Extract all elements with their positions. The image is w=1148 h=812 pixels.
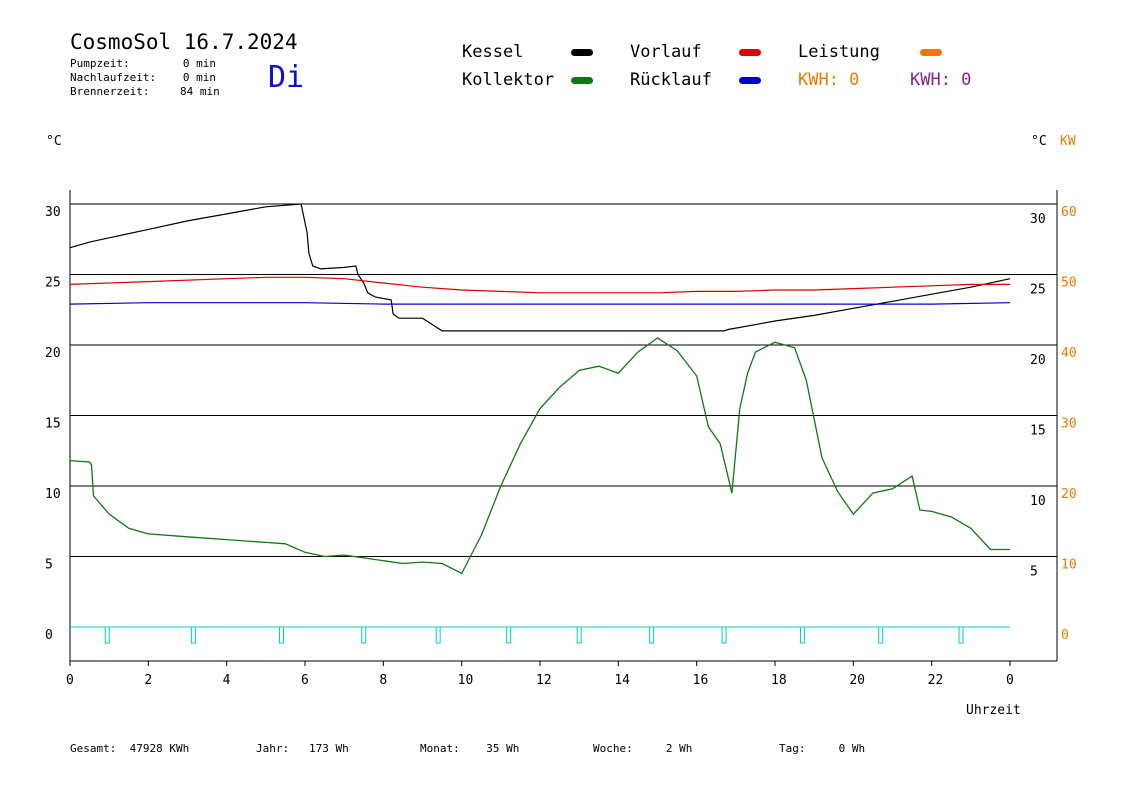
- y-tick-label-right-kw: 50: [1061, 276, 1077, 291]
- x-tick-label: 22: [928, 673, 944, 688]
- x-tick-label: 12: [536, 673, 552, 688]
- footer-woche-label: Woche:: [593, 742, 633, 755]
- x-tick-label: 18: [771, 673, 787, 688]
- footer-gesamt: Gesamt: 47928 KWh: [70, 742, 189, 755]
- series-vorlauf: [69, 276, 1010, 294]
- legend-ruecklauf-swatch: [739, 77, 761, 84]
- chart-axes: [69, 190, 1058, 666]
- pump-pulse: [576, 626, 582, 644]
- x-tick-label: 8: [379, 673, 387, 688]
- y-tick-label-left: 10: [45, 487, 61, 502]
- right-axis-unit-kw: KW: [1060, 134, 1076, 149]
- pump-pulse: [279, 626, 284, 644]
- x-tick-label: 14: [614, 673, 630, 688]
- stat-value: 0 min: [182, 71, 216, 84]
- pump-pulse: [506, 626, 512, 644]
- series-kollektor: [69, 337, 1010, 575]
- left-axis-unit: °C: [46, 134, 62, 149]
- footer-tag: Tag: 0 Wh: [779, 742, 865, 755]
- y-tick-label-right-kw: 30: [1061, 417, 1077, 432]
- y-tick-label-left: 0: [45, 628, 53, 643]
- legend-kollektor-label: Kollektor: [462, 70, 555, 90]
- x-tick-label: 2: [144, 673, 152, 688]
- pump-pulse: [190, 626, 196, 644]
- y-tick-label-right-kw: 10: [1061, 558, 1077, 573]
- y-tick-label-right-kw: 60: [1061, 205, 1077, 220]
- y-tick-label-right-c: 30: [1030, 212, 1046, 227]
- right-axis-unit-celsius: °C: [1031, 134, 1047, 149]
- weekday-label: Di: [268, 60, 305, 95]
- stat-label: Brennerzeit:: [70, 85, 150, 98]
- legend-kessel-swatch: [571, 49, 593, 56]
- footer-tag-label: Tag:: [779, 742, 806, 755]
- stat-value: 0 min: [182, 57, 216, 70]
- stat-value: 84 min: [180, 85, 220, 98]
- y-tick-label-right-c: 10: [1030, 494, 1046, 509]
- pump-pulse: [649, 626, 655, 644]
- footer-jahr-label: Jahr:: [256, 742, 290, 755]
- y-tick-label-right-c: 15: [1030, 424, 1046, 439]
- footer-tag-value: 0 Wh: [838, 742, 866, 755]
- y-tick-label-right-c: 20: [1030, 353, 1046, 368]
- footer-monat: Monat: 35 Wh: [420, 742, 519, 755]
- kwh-orange-readout: KWH: 0: [798, 70, 860, 90]
- x-tick-label: 6: [301, 673, 309, 688]
- chart-grid: [70, 203, 1057, 557]
- pump-pulse: [721, 626, 727, 644]
- stat-nachlaufzeit: Nachlaufzeit: 0 min: [70, 71, 216, 84]
- x-tick-label: 0: [1006, 673, 1014, 688]
- legend-ruecklauf-label: Rücklauf: [630, 70, 712, 90]
- y-tick-label-left: 25: [45, 276, 61, 291]
- legend-kessel-label: Kessel: [462, 42, 524, 62]
- y-tick-label-left: 20: [45, 346, 61, 361]
- footer-gesamt-label: Gesamt:: [70, 742, 117, 755]
- legend-leistung-swatch: [920, 49, 942, 56]
- legend-kollektor-swatch: [571, 77, 593, 84]
- y-tick-label-right-c: 25: [1030, 283, 1046, 298]
- y-tick-label-right-kw: 20: [1061, 487, 1077, 502]
- legend-vorlauf-label: Vorlauf: [630, 42, 702, 62]
- footer-jahr: Jahr: 173 Wh: [256, 742, 349, 755]
- stat-brennerzeit: Brennerzeit: 84 min: [70, 85, 220, 98]
- x-tick-label: 16: [693, 673, 709, 688]
- kwh-purple-readout: KWH: 0: [910, 70, 972, 90]
- y-tick-label-left: 30: [45, 205, 61, 220]
- stat-label: Pumpzeit:: [70, 57, 130, 70]
- pump-pulse: [104, 626, 110, 644]
- y-tick-label-right-kw: 0: [1061, 628, 1069, 643]
- y-tick-label-right-kw: 40: [1061, 346, 1077, 361]
- stat-pumpzeit: Pumpzeit: 0 min: [70, 57, 216, 70]
- y-tick-label-left: 5: [45, 558, 53, 573]
- footer-monat-value: 35 Wh: [486, 742, 520, 755]
- pump-pulse: [435, 626, 441, 644]
- x-tick-label: 20: [849, 673, 865, 688]
- footer-jahr-value: 173 Wh: [309, 742, 349, 755]
- y-tick-label-right-c: 5: [1030, 565, 1038, 580]
- x-tick-label: 0: [66, 673, 74, 688]
- x-tick-label: 10: [458, 673, 474, 688]
- pump-pulse: [799, 626, 805, 644]
- series-ruecklauf: [69, 302, 1011, 305]
- footer-gesamt-value: 47928 KWh: [129, 742, 190, 755]
- x-axis-label: Uhrzeit: [966, 703, 1021, 718]
- footer-woche: Woche: 2 Wh: [593, 742, 692, 755]
- stat-label: Nachlaufzeit:: [70, 71, 157, 84]
- chart-series: [69, 203, 1011, 644]
- page-title: CosmoSol 16.7.2024: [70, 30, 298, 54]
- series-kessel: [69, 203, 1011, 332]
- y-tick-label-left: 15: [45, 417, 61, 432]
- legend-leistung-label: Leistung: [798, 42, 880, 62]
- pump-pulse: [958, 626, 964, 644]
- x-tick-label: 4: [223, 673, 231, 688]
- pump-pulse: [878, 626, 884, 644]
- footer-monat-label: Monat:: [420, 742, 460, 755]
- footer-woche-value: 2 Wh: [665, 742, 693, 755]
- pump-pulse: [361, 626, 367, 644]
- legend-vorlauf-swatch: [739, 49, 761, 56]
